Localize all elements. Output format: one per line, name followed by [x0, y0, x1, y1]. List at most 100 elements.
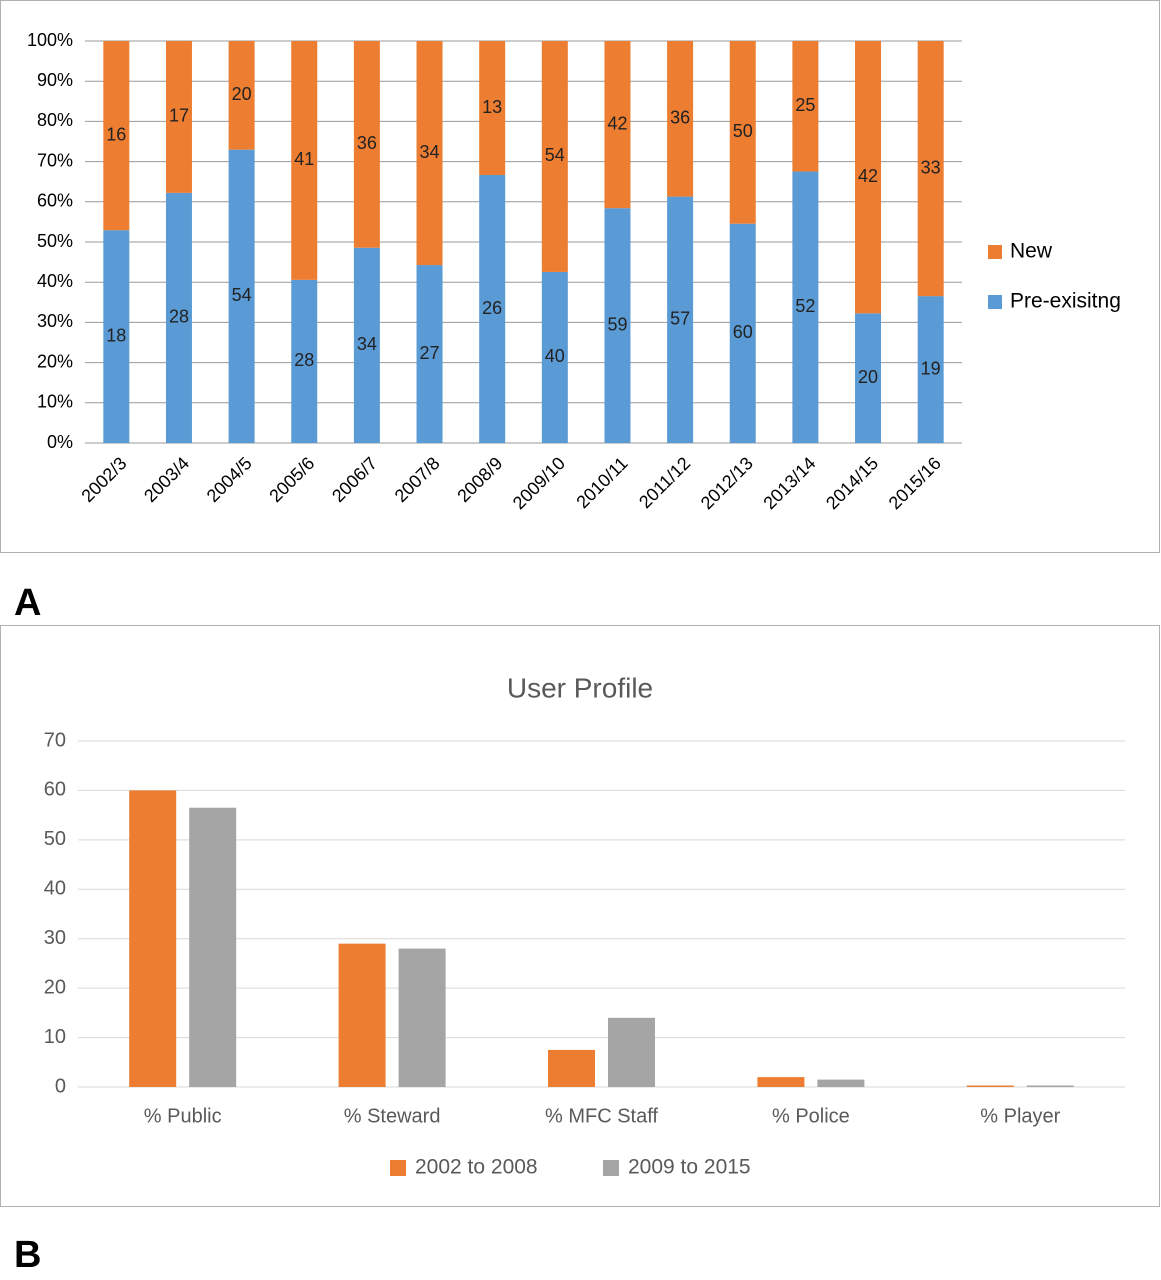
data-label: 25: [795, 95, 815, 115]
legend-label: New: [1010, 240, 1053, 263]
bar-segment: [541, 41, 568, 272]
bar-segment: [792, 171, 819, 444]
data-label: 34: [420, 142, 440, 162]
legend-swatch: [603, 1160, 619, 1176]
data-label: 20: [858, 367, 878, 387]
y-tick-label: 70: [44, 729, 66, 751]
x-tick-label: % Steward: [344, 1105, 441, 1127]
y-tick-label: 0%: [47, 432, 73, 452]
y-tick-label: 90%: [37, 70, 73, 90]
y-tick-label: 60: [44, 779, 66, 801]
data-label: 13: [482, 97, 502, 117]
y-tick-label: 20%: [37, 351, 73, 371]
bar: [338, 943, 386, 1087]
bar-segment: [228, 41, 255, 150]
legend-label: 2009 to 2015: [628, 1156, 751, 1179]
bar: [817, 1079, 865, 1087]
data-label: 41: [294, 149, 314, 169]
data-label: 16: [106, 124, 126, 144]
data-label: 52: [795, 296, 815, 316]
data-label: 54: [545, 145, 565, 165]
y-tick-label: 50: [44, 828, 66, 850]
y-tick-label: 20: [44, 976, 66, 998]
bar-segment: [479, 41, 506, 175]
bar-segment: [604, 41, 631, 209]
bar-segment: [604, 208, 631, 443]
bar-segment: [917, 296, 944, 443]
data-label: 40: [545, 346, 565, 366]
bar-segment: [729, 223, 756, 443]
bar: [548, 1049, 595, 1087]
y-tick-label: 40%: [37, 271, 73, 291]
bar: [189, 807, 237, 1087]
legend-label: 2002 to 2008: [415, 1156, 538, 1179]
panel-label: A: [14, 582, 41, 624]
bar: [966, 1085, 1014, 1087]
bar-segment: [541, 271, 568, 443]
chart-title: User Profile: [507, 672, 653, 703]
bar: [398, 948, 446, 1087]
bar-segment: [165, 41, 192, 193]
bar-segment: [228, 149, 255, 443]
y-tick-label: 40: [44, 878, 66, 900]
bar: [129, 790, 177, 1087]
bar-segment: [103, 230, 130, 443]
data-label: 42: [607, 113, 627, 133]
x-tick-label: % MFC Staff: [545, 1105, 658, 1127]
x-tick-label: % Police: [772, 1105, 850, 1127]
x-tick-label: % Public: [144, 1105, 222, 1127]
bar-segment: [103, 41, 130, 231]
bar-segment: [416, 265, 443, 443]
bar-segment: [667, 196, 694, 443]
bar-segment: [667, 41, 694, 197]
y-tick-label: 0: [55, 1075, 66, 1097]
bar-segment: [479, 175, 506, 443]
data-label: 20: [232, 84, 252, 104]
data-label: 27: [420, 343, 440, 363]
y-tick-label: 50%: [37, 231, 73, 251]
y-tick-label: 30: [44, 927, 66, 949]
legend-swatch: [390, 1160, 406, 1176]
legend-swatch: [988, 295, 1002, 309]
bar-segment: [291, 41, 318, 280]
data-label: 26: [482, 298, 502, 318]
bar-segment: [353, 41, 380, 248]
bar-segment: [855, 313, 882, 443]
y-tick-label: 30%: [37, 311, 73, 331]
data-label: 60: [733, 322, 753, 342]
data-label: 19: [921, 358, 941, 378]
data-label: 59: [607, 314, 627, 334]
bar-segment: [792, 41, 819, 172]
data-label: 36: [670, 108, 690, 128]
bar-segment: [729, 41, 756, 224]
y-tick-label: 70%: [37, 150, 73, 170]
data-label: 57: [670, 309, 690, 329]
bar-segment: [353, 247, 380, 443]
x-tick-label: % Player: [980, 1105, 1060, 1127]
y-tick-label: 80%: [37, 110, 73, 130]
bar-segment: [165, 192, 192, 443]
bar-segment: [855, 41, 882, 314]
bar: [608, 1017, 655, 1087]
bar-segment: [917, 41, 944, 297]
y-tick-label: 100%: [27, 30, 73, 50]
y-tick-label: 10%: [37, 392, 73, 412]
data-label: 18: [106, 325, 126, 345]
legend-swatch: [988, 245, 1002, 259]
data-label: 50: [733, 121, 753, 141]
bar-segment: [291, 279, 318, 443]
bar-segment: [416, 41, 443, 266]
data-label: 33: [921, 157, 941, 177]
data-label: 34: [357, 334, 377, 354]
data-label: 28: [294, 350, 314, 370]
bar: [757, 1077, 805, 1087]
bar: [1026, 1085, 1074, 1087]
y-tick-label: 60%: [37, 191, 73, 211]
legend-label: Pre-exisitng: [1010, 290, 1121, 313]
data-label: 42: [858, 166, 878, 186]
panel-frame: [0, 0, 1160, 553]
data-label: 36: [357, 133, 377, 153]
data-label: 54: [232, 285, 252, 305]
panel-label: B: [14, 1234, 41, 1276]
